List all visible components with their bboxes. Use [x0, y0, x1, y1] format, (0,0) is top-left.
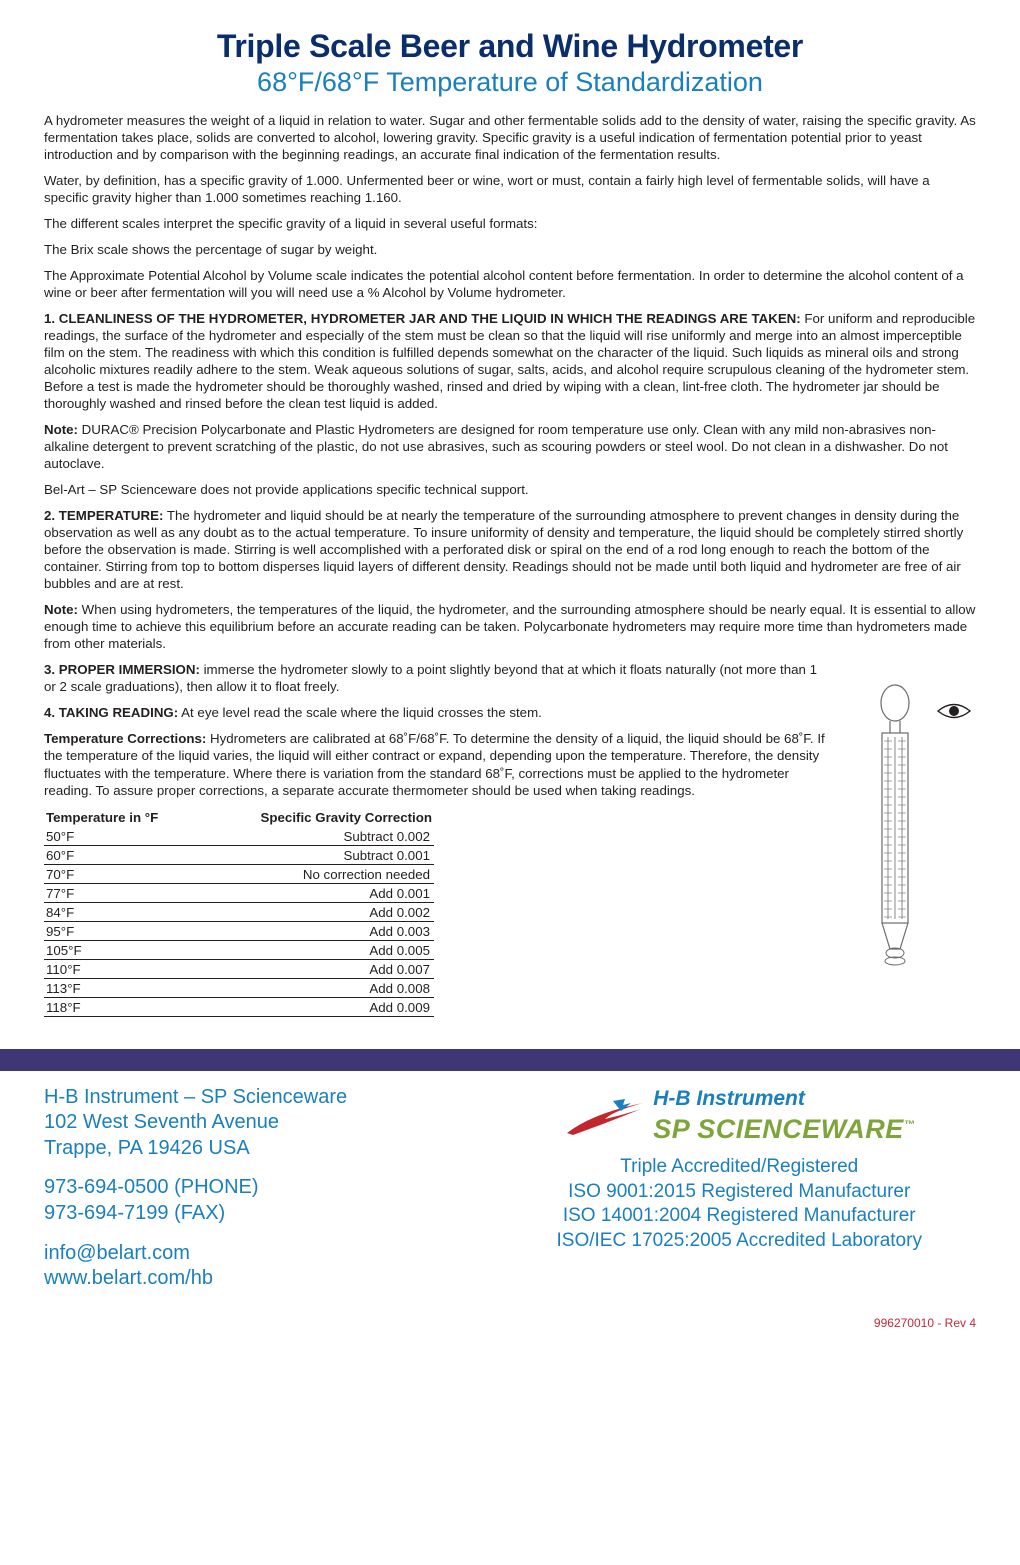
revision-number: 996270010 - Rev 4 — [0, 1316, 1020, 1340]
note-1-text: DURAC® Precision Polycarbonate and Plast… — [44, 422, 948, 471]
eye-icon — [936, 698, 972, 724]
table-row: 60°FSubtract 0.001 — [44, 846, 434, 865]
table-row: 84°FAdd 0.002 — [44, 903, 434, 922]
section-3: 3. PROPER IMMERSION: immerse the hydrome… — [44, 661, 832, 695]
company-name: H-B Instrument – SP Scienceware — [44, 1085, 474, 1111]
table-col-corr: Specific Gravity Correction — [261, 810, 432, 825]
table-row: 77°FAdd 0.001 — [44, 884, 434, 903]
correction-table: Temperature in °F Specific Gravity Corre… — [44, 808, 434, 1017]
section-1-text: For uniform and reproducible readings, t… — [44, 311, 975, 411]
section-3-head: 3. PROPER IMMERSION: — [44, 662, 200, 677]
address-line: 102 West Seventh Avenue — [44, 1110, 474, 1136]
intro-para: A hydrometer measures the weight of a li… — [44, 112, 976, 163]
intro-para: Water, by definition, has a specific gra… — [44, 172, 976, 206]
cert-line: ISO/IEC 17025:2005 Accredited Laboratory — [502, 1229, 976, 1254]
cert-line: Triple Accredited/Registered — [502, 1155, 976, 1180]
footer-contact: H-B Instrument – SP Scienceware 102 West… — [44, 1085, 474, 1306]
swoosh-icon — [563, 1093, 647, 1139]
intro-para: The Approximate Potential Alcohol by Vol… — [44, 267, 976, 301]
page-title: Triple Scale Beer and Wine Hydrometer — [44, 28, 976, 65]
table-row: 105°FAdd 0.005 — [44, 941, 434, 960]
temp-corr-head: Temperature Corrections: — [44, 731, 206, 746]
table-row: 95°FAdd 0.003 — [44, 922, 434, 941]
table-row: 113°FAdd 0.008 — [44, 979, 434, 998]
section-4-text: At eye level read the scale where the li… — [178, 705, 542, 720]
note-1: Note: DURAC® Precision Polycarbonate and… — [44, 421, 976, 472]
table-row: 110°FAdd 0.007 — [44, 960, 434, 979]
section-2: 2. TEMPERATURE: The hydrometer and liqui… — [44, 507, 976, 592]
website: www.belart.com/hb — [44, 1266, 474, 1292]
hydrometer-illustration — [856, 661, 976, 971]
note-label: Note: — [44, 422, 78, 437]
support-line: Bel-Art – SP Scienceware does not provid… — [44, 481, 976, 498]
note-2-text: When using hydrometers, the temperatures… — [44, 602, 975, 651]
trademark-icon: ™ — [904, 1119, 916, 1131]
temp-corrections: Temperature Corrections: Hydrometers are… — [44, 730, 832, 798]
logo-hb-text: H-B Instrument — [653, 1085, 915, 1112]
footer-logo: H-B Instrument SP SCIENCEWARE™ — [502, 1085, 976, 1147]
note-label: Note: — [44, 602, 78, 617]
cert-line: ISO 14001:2004 Registered Manufacturer — [502, 1204, 976, 1229]
table-col-temp: Temperature in °F — [46, 810, 158, 825]
section-1: 1. CLEANLINESS OF THE HYDROMETER, HYDROM… — [44, 310, 976, 412]
footer-band — [0, 1049, 1020, 1071]
note-2: Note: When using hydrometers, the temper… — [44, 601, 976, 652]
section-2-head: 2. TEMPERATURE: — [44, 508, 163, 523]
logo-sw-text: SP SCIENCEWARE — [653, 1114, 904, 1144]
section-4: 4. TAKING READING: At eye level read the… — [44, 704, 832, 721]
table-row: 118°FAdd 0.009 — [44, 998, 434, 1017]
section-2-text: The hydrometer and liquid should be at n… — [44, 508, 963, 591]
table-row: 50°FSubtract 0.002 — [44, 827, 434, 846]
phone: 973-694-0500 (PHONE) — [44, 1175, 474, 1201]
cert-line: ISO 9001:2015 Registered Manufacturer — [502, 1180, 976, 1205]
address-line: Trappe, PA 19426 USA — [44, 1136, 474, 1162]
section-4-head: 4. TAKING READING: — [44, 705, 178, 720]
table-row: 70°FNo correction needed — [44, 865, 434, 884]
fax: 973-694-7199 (FAX) — [44, 1201, 474, 1227]
section-1-head: 1. CLEANLINESS OF THE HYDROMETER, HYDROM… — [44, 311, 801, 326]
page-subtitle: 68°F/68°F Temperature of Standardization — [44, 67, 976, 98]
email: info@belart.com — [44, 1241, 474, 1267]
intro-para: The Brix scale shows the percentage of s… — [44, 241, 976, 258]
intro-para: The different scales interpret the speci… — [44, 215, 976, 232]
